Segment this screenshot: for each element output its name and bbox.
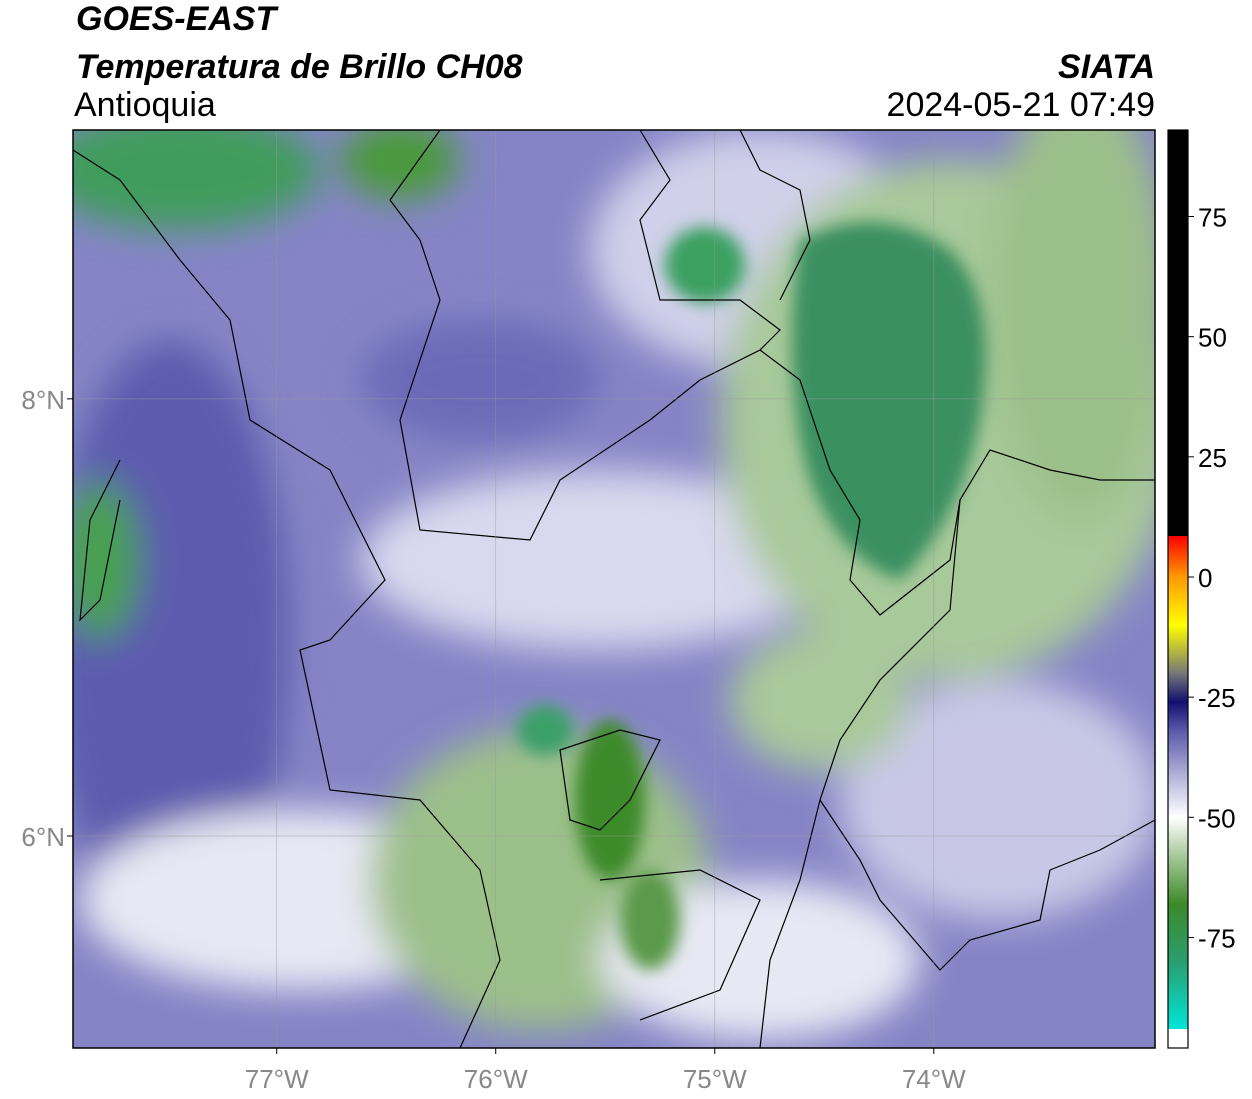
colorbar-tick-label: -50 (1198, 803, 1236, 833)
colorbar-tick-label: 50 (1198, 323, 1227, 353)
borders (73, 130, 1155, 1048)
colorbar (1167, 129, 1189, 1049)
x-tick-label: 74°W (902, 1064, 966, 1094)
source: SIATA (1058, 48, 1155, 86)
x-tick-label: 77°W (245, 1064, 309, 1094)
colorbar-tick-label: 75 (1198, 203, 1227, 233)
title: GOES-EAST (76, 0, 279, 38)
y-tick-label: 8°N (21, 385, 65, 415)
colorbar-tick-label: -25 (1198, 683, 1236, 713)
x-tick-label: 75°W (683, 1064, 747, 1094)
colorbar-tick-label: 0 (1198, 563, 1212, 593)
satellite-image (73, 130, 1155, 1048)
subtitle: Temperatura de Brillo CH08 (76, 48, 523, 86)
y-tick-label: 6°N (21, 822, 65, 852)
colorbar-tick-label: -75 (1198, 923, 1236, 953)
datetime: 2024-05-21 07:49 (887, 86, 1155, 124)
x-tick-label: 76°W (464, 1064, 528, 1094)
colorbar-tick-label: 25 (1198, 443, 1227, 473)
region: Antioquia (74, 86, 216, 124)
map-frame (72, 129, 1156, 1049)
